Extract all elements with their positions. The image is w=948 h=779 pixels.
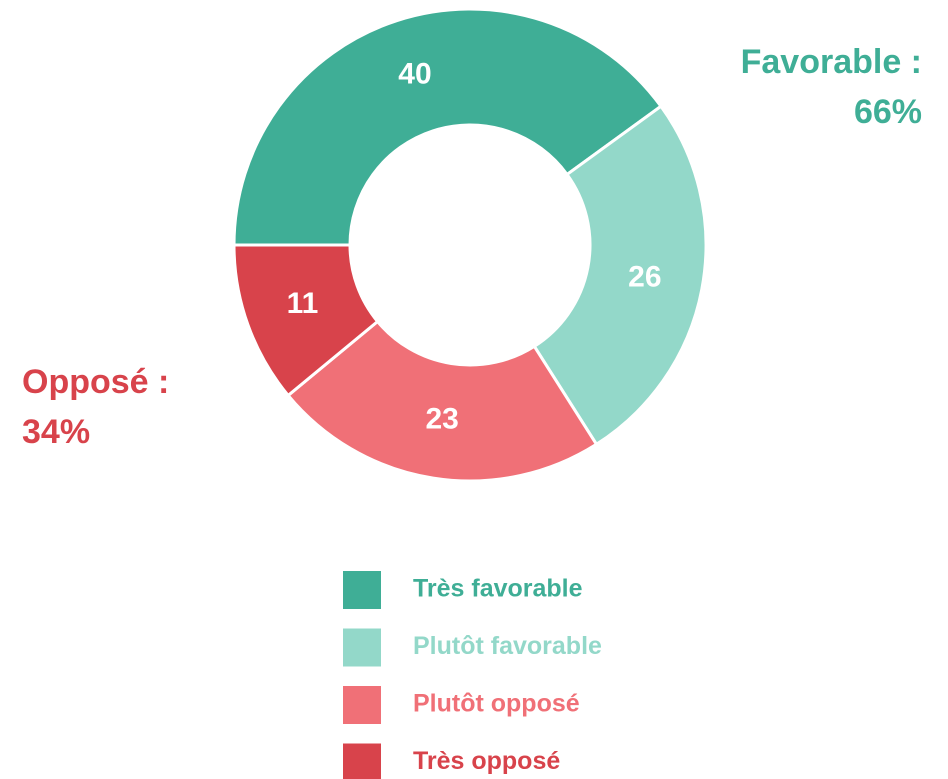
legend-label: Plutôt opposé <box>413 690 580 718</box>
annotation: Favorable : <box>741 43 922 81</box>
donut-slice <box>232 243 380 398</box>
legend-label: Très favorable <box>413 575 583 603</box>
donut-slice <box>232 7 664 247</box>
legend-label: Très opposé <box>413 747 560 775</box>
donut-slice <box>532 104 708 447</box>
legend-swatch <box>343 686 381 724</box>
legend-swatch <box>343 571 381 609</box>
legend-swatch <box>343 743 381 779</box>
data-label: 23 <box>425 403 458 436</box>
annotation: Opposé : <box>22 363 169 401</box>
data-label: 26 <box>628 260 661 293</box>
data-label: 11 <box>287 287 319 320</box>
annotation: 66% <box>854 93 922 131</box>
donut-slice <box>286 319 599 483</box>
data-label: 40 <box>398 58 431 91</box>
legend-swatch <box>343 628 381 667</box>
legend-label: Plutôt favorable <box>413 632 602 660</box>
annotation: 34% <box>22 413 90 451</box>
